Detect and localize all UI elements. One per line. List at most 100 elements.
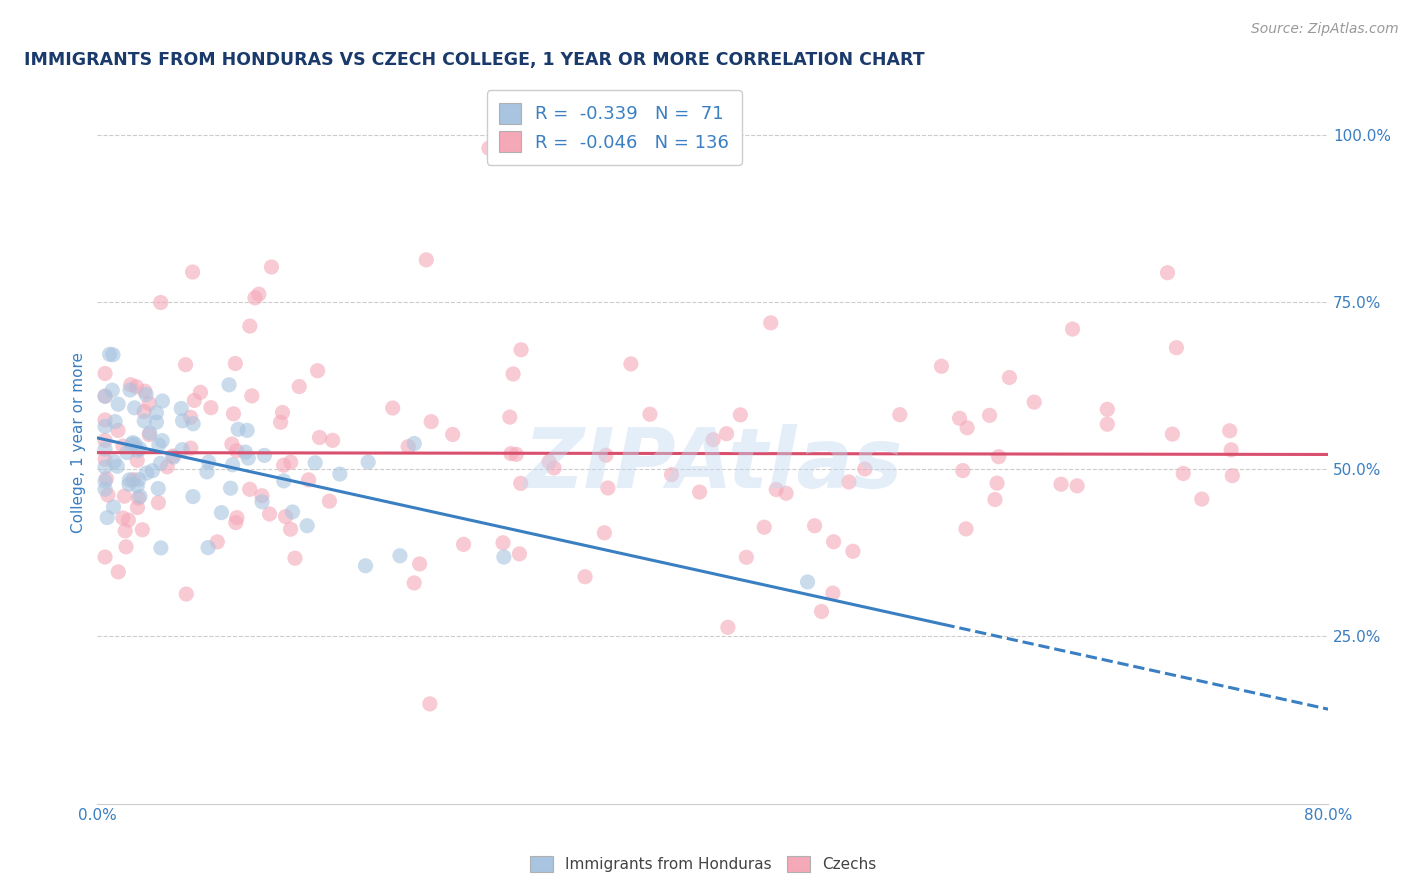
Point [689,485,711,500]
Point [152,394,174,409]
Point [357,455,380,469]
Point [280,455,302,469]
Point [1173,467,1195,481]
Point [1156,266,1178,280]
Point [94,452,117,467]
Point [322,434,344,448]
Point [381,401,404,415]
Point [94,419,117,434]
Point [284,551,307,566]
Point [1219,424,1241,438]
Point [127,500,149,515]
Point [1220,442,1243,457]
Point [224,357,246,371]
Point [396,440,419,454]
Point [952,464,974,478]
Point [221,458,243,472]
Point [145,406,167,420]
Point [115,540,138,554]
Point [101,348,124,362]
Point [94,367,117,381]
Point [505,447,527,461]
Point [118,477,141,491]
Point [593,525,616,540]
Point [1024,395,1046,409]
Legend: R =  -0.339   N =  71, R =  -0.046   N = 136: R = -0.339 N = 71, R = -0.046 N = 136 [486,90,742,165]
Point [96,510,118,524]
Point [103,455,125,469]
Point [134,384,156,399]
Point [115,445,138,459]
Point [759,316,782,330]
Point [172,442,194,457]
Point [308,430,330,444]
Point [174,587,197,601]
Point [821,586,844,600]
Point [236,423,259,437]
Point [94,389,117,403]
Point [101,383,124,397]
Point [121,437,143,451]
Point [170,401,193,416]
Legend: Immigrants from Honduras, Czechs: Immigrants from Honduras, Czechs [522,848,884,880]
Point [596,481,619,495]
Point [803,518,825,533]
Point [94,442,117,457]
Point [94,413,117,427]
Point [273,474,295,488]
Point [415,252,437,267]
Point [174,358,197,372]
Point [1220,468,1243,483]
Point [114,524,136,538]
Point [103,500,125,514]
Point [1161,427,1184,442]
Point [716,426,738,441]
Point [139,425,162,440]
Point [810,605,832,619]
Point [94,475,117,489]
Point [98,347,121,361]
Point [508,547,530,561]
Point [235,445,257,459]
Point [129,489,152,503]
Point [225,443,247,458]
Point [304,456,326,470]
Point [107,565,129,579]
Point [998,370,1021,384]
Point [197,455,219,469]
Point [574,570,596,584]
Point [250,495,273,509]
Point [240,389,263,403]
Point [239,319,262,334]
Point [200,401,222,415]
Point [221,437,243,451]
Point [149,456,172,470]
Point [145,415,167,429]
Point [735,550,758,565]
Point [1062,322,1084,336]
Point [135,466,157,480]
Point [1097,417,1119,432]
Point [149,541,172,555]
Point [250,489,273,503]
Point [702,433,724,447]
Point [239,483,262,497]
Point [1097,402,1119,417]
Point [931,359,953,374]
Point [172,414,194,428]
Point [979,409,1001,423]
Point [181,417,204,431]
Point [499,447,522,461]
Point [404,576,426,591]
Point [162,450,184,465]
Point [329,467,352,481]
Point [181,265,204,279]
Point [141,464,163,478]
Point [984,492,1007,507]
Point [823,534,845,549]
Point [492,549,515,564]
Point [499,410,522,425]
Point [112,489,135,503]
Point [838,475,860,489]
Point [226,422,249,436]
